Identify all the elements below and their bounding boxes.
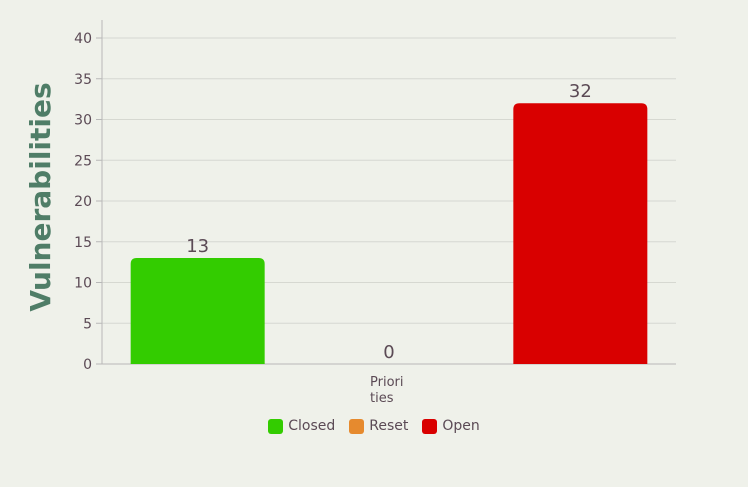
x-category-label-line-1: Priori <box>370 375 403 390</box>
legend-swatch-reset <box>349 418 365 434</box>
legend-item-open[interactable]: Open <box>422 418 480 434</box>
y-tick-label: 10 <box>74 276 92 292</box>
y-tick-label: 30 <box>74 113 92 129</box>
x-category-label: Priori ties <box>370 375 408 406</box>
y-tick-label: 20 <box>74 194 92 210</box>
data-label-closed: 13 <box>186 236 209 257</box>
y-tick-label: 25 <box>74 153 92 169</box>
legend-label-open: Open <box>442 418 480 434</box>
y-tick-labels: 0 5 10 15 20 25 30 35 40 <box>74 31 92 373</box>
x-category-label-line-2: ties <box>370 391 394 406</box>
y-tick-label: 35 <box>74 72 92 88</box>
data-label-reset: 0 <box>383 342 394 363</box>
bar-open[interactable] <box>513 103 648 364</box>
bar-closed[interactable] <box>130 258 265 364</box>
legend-swatch-open <box>422 418 438 434</box>
y-tick-label: 5 <box>83 316 92 332</box>
data-label-open: 32 <box>569 81 592 102</box>
legend-label-closed: Closed <box>288 418 336 434</box>
legend-label-reset: Reset <box>369 418 409 434</box>
y-tick-label: 40 <box>74 31 92 47</box>
y-axis-title: Vulnerabilities <box>24 82 57 311</box>
data-labels: 13 0 32 <box>186 81 592 363</box>
bars <box>130 103 648 364</box>
legend-item-reset[interactable]: Reset <box>349 418 408 434</box>
y-tick-label: 0 <box>83 357 92 373</box>
legend: Closed Reset Open <box>0 418 748 434</box>
legend-item-closed[interactable]: Closed <box>268 418 335 434</box>
legend-swatch-closed <box>268 418 284 434</box>
y-tick-label: 15 <box>74 235 92 251</box>
